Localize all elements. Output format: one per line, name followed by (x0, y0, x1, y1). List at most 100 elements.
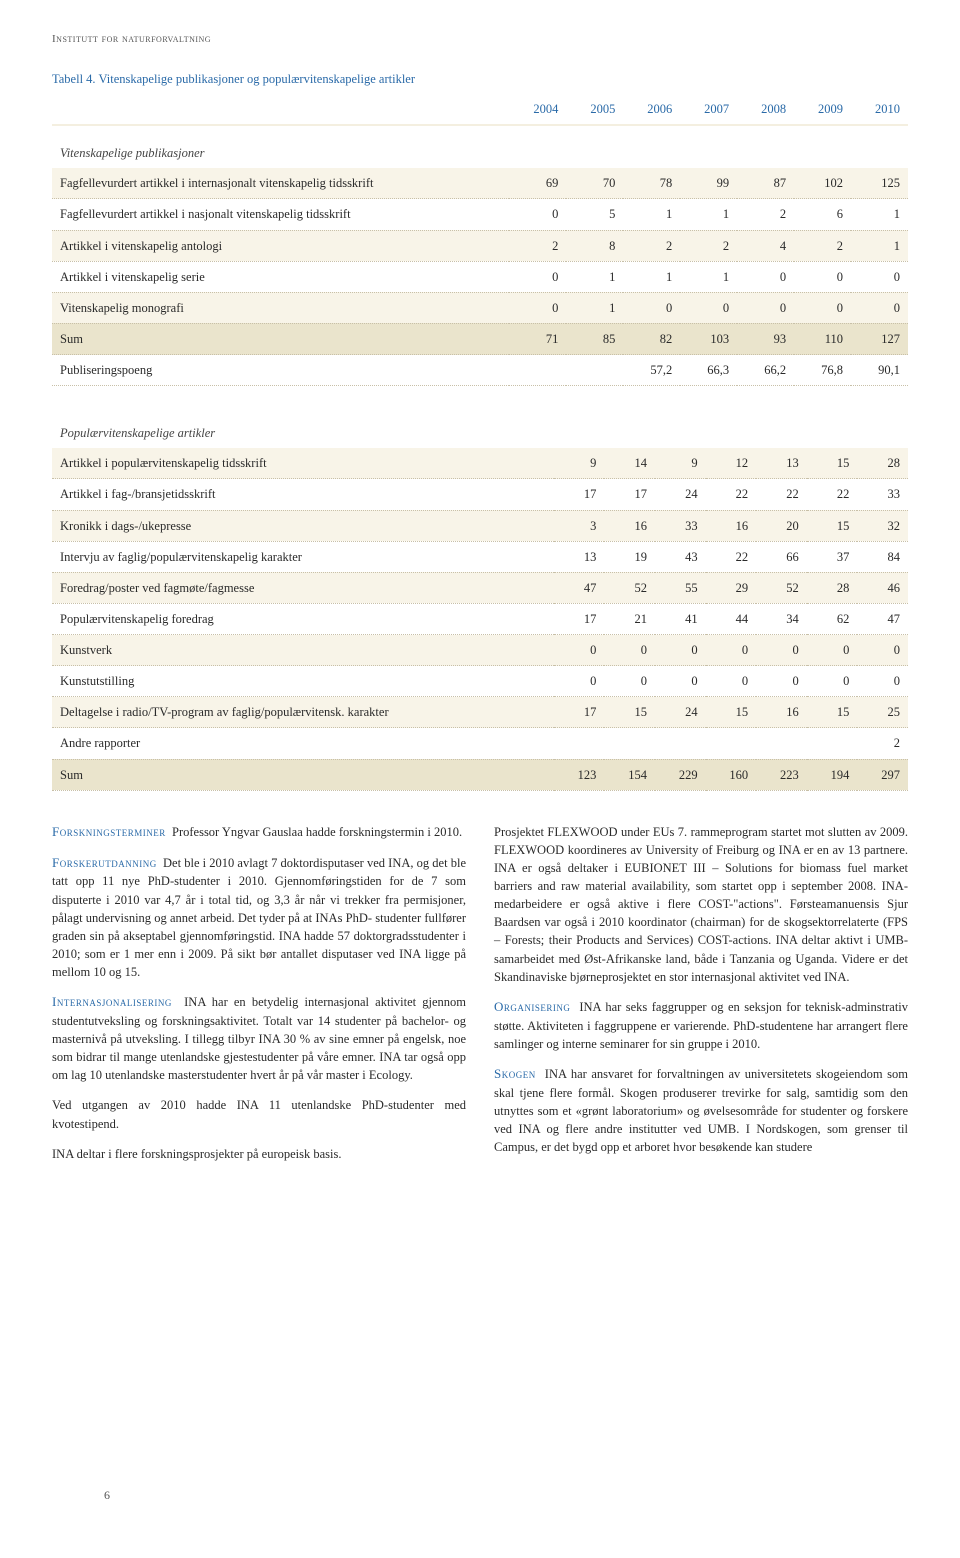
cell: 0 (794, 261, 851, 292)
cell: 0 (706, 635, 757, 666)
cell: 0 (794, 292, 851, 323)
cell: 2 (509, 230, 566, 261)
cell: 223 (756, 759, 807, 790)
cell: 0 (509, 292, 566, 323)
cell: 15 (807, 510, 858, 541)
table-row: Publiseringspoeng57,266,366,276,890,1 (52, 355, 908, 386)
cell: 13 (756, 448, 807, 479)
cell: 43 (655, 541, 706, 572)
cell: 44 (706, 603, 757, 634)
table-row: Artikkel i fag-/bransjetidsskrift1717242… (52, 479, 908, 510)
cell: 0 (680, 292, 737, 323)
cell: 110 (794, 323, 851, 354)
cell: 24 (655, 697, 706, 728)
table-row: Deltagelse i radio/TV-program av faglig/… (52, 697, 908, 728)
row-label: Kunstverk (52, 635, 554, 666)
para-phd: Ved utgangen av 2010 hadde INA 11 utenla… (52, 1096, 466, 1132)
para-text: Det ble i 2010 avlagt 7 doktordisputaser… (52, 856, 466, 979)
cell: 12 (706, 448, 757, 479)
cell: 46 (857, 572, 908, 603)
cell: 0 (851, 261, 908, 292)
row-label: Intervju av faglig/populærvitenskapelig … (52, 541, 554, 572)
cell: 229 (655, 759, 706, 790)
cell (756, 728, 807, 759)
cell: 17 (554, 603, 605, 634)
table-row: Artikkel i populærvitenskapelig tidsskri… (52, 448, 908, 479)
cell: 15 (807, 697, 858, 728)
cell (807, 728, 858, 759)
cell: 33 (857, 479, 908, 510)
cell: 99 (680, 168, 737, 199)
cell: 4 (737, 230, 794, 261)
cell: 0 (655, 666, 706, 697)
row-label: Vitenskapelig monografi (52, 292, 509, 323)
para-internasjonalisering: Internasjonalisering INA har en betydeli… (52, 993, 466, 1084)
cell: 2 (623, 230, 680, 261)
table-row: Foredrag/poster ved fagmøte/fagmesse4752… (52, 572, 908, 603)
table-caption: Tabell 4. Vitenskapelige publikasjoner o… (52, 70, 908, 88)
table-row: Kunstutstilling0000000 (52, 666, 908, 697)
cell: 125 (851, 168, 908, 199)
row-label: Artikkel i vitenskapelig antologi (52, 230, 509, 261)
cell: 0 (554, 635, 605, 666)
cell: 85 (566, 323, 623, 354)
cell: 0 (509, 261, 566, 292)
runin-head: Forskerutdanning (52, 855, 157, 870)
cell: 22 (706, 541, 757, 572)
cell: 25 (857, 697, 908, 728)
cell: 19 (604, 541, 655, 572)
row-label: Artikkel i populærvitenskapelig tidsskri… (52, 448, 554, 479)
cell: 34 (756, 603, 807, 634)
cell: 66,2 (737, 355, 794, 386)
table-row: Kunstverk0000000 (52, 635, 908, 666)
cell: 123 (554, 759, 605, 790)
row-label: Kronikk i dags-/ukepresse (52, 510, 554, 541)
row-label: Publiseringspoeng (52, 355, 509, 386)
section-head: Vitenskapelige publikasjoner (52, 125, 908, 168)
cell: 66 (756, 541, 807, 572)
cell: 0 (857, 635, 908, 666)
table-row: Populærvitenskapelig foredrag17214144346… (52, 603, 908, 634)
row-label: Artikkel i vitenskapelig serie (52, 261, 509, 292)
cell: 24 (655, 479, 706, 510)
col-year: 2006 (623, 94, 680, 125)
cell: 71 (509, 323, 566, 354)
cell: 127 (851, 323, 908, 354)
cell: 62 (807, 603, 858, 634)
row-label: Fagfellevurdert artikkel i internasjonal… (52, 168, 509, 199)
cell: 1 (623, 199, 680, 230)
cell: 0 (706, 666, 757, 697)
cell: 57,2 (623, 355, 680, 386)
para-text: INA har ansvaret for forvaltningen av un… (494, 1067, 908, 1154)
popular-table: Populærvitenskapelige artikler Artikkel … (52, 406, 908, 791)
cell: 9 (554, 448, 605, 479)
para-flexwood: Prosjektet FLEXWOOD under EUs 7. rammepr… (494, 823, 908, 986)
cell: 84 (857, 541, 908, 572)
section-head: Populærvitenskapelige artikler (52, 406, 908, 448)
cell: 2 (737, 199, 794, 230)
col-year: 2007 (680, 94, 737, 125)
cell: 69 (509, 168, 566, 199)
cell: 8 (566, 230, 623, 261)
cell: 87 (737, 168, 794, 199)
row-label: Sum (52, 759, 554, 790)
col-year: 2009 (794, 94, 851, 125)
cell: 70 (566, 168, 623, 199)
cell: 32 (857, 510, 908, 541)
cell: 0 (604, 666, 655, 697)
cell: 194 (807, 759, 858, 790)
cell: 15 (706, 697, 757, 728)
cell: 0 (737, 261, 794, 292)
cell: 160 (706, 759, 757, 790)
cell (706, 728, 757, 759)
cell (554, 728, 605, 759)
cell: 78 (623, 168, 680, 199)
caption-label: Tabell 4. (52, 72, 96, 86)
para-eu: INA deltar i flere forskningsprosjekter … (52, 1145, 466, 1163)
cell: 0 (756, 666, 807, 697)
table-header-row: 2004 2005 2006 2007 2008 2009 2010 (52, 94, 908, 125)
row-label: Kunstutstilling (52, 666, 554, 697)
cell (604, 728, 655, 759)
para-forskningsterminer: Forskningsterminer Professor Yngvar Gaus… (52, 823, 466, 842)
cell: 0 (623, 292, 680, 323)
